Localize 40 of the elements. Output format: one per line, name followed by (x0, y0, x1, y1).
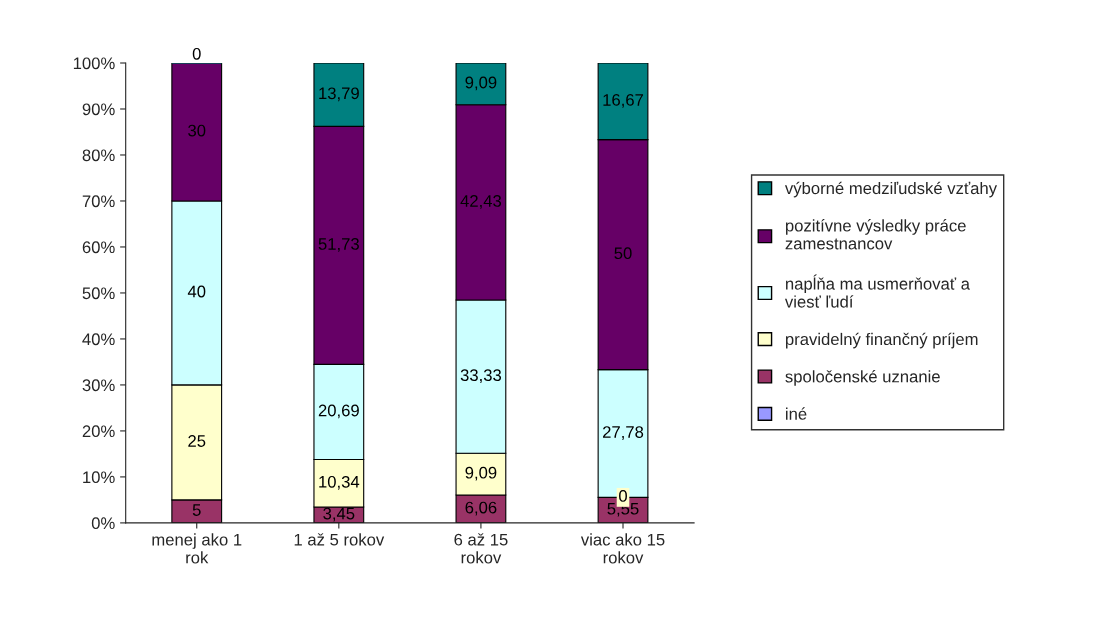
y-tick-label: 90% (82, 103, 115, 116)
data-label: 40 (187, 285, 206, 298)
legend-label: pravidelný finančný príjem (785, 332, 978, 349)
data-label: 9,09 (465, 76, 497, 91)
y-tick-label: 40% (82, 333, 115, 346)
x-tick-label: viac ako 15 rokov (580, 533, 665, 564)
data-label: 0 (192, 47, 201, 60)
data-label: 51,73 (318, 238, 359, 252)
data-label: 20,69 (318, 404, 359, 419)
data-label: 9,09 (465, 466, 497, 481)
data-label: 42,43 (460, 195, 502, 209)
y-tick-label: 60% (82, 241, 115, 254)
x-tick-label: 1 až 5 rokov (294, 533, 385, 546)
y-tick-label: 80% (82, 149, 115, 162)
legend-label: pozitívne výsledky práce zamestnancov (785, 219, 966, 250)
y-tick-label: 0% (91, 517, 115, 530)
y-tick-label: 10% (83, 471, 115, 484)
y-tick-label: 20% (82, 425, 115, 438)
data-label: 16,67 (603, 94, 644, 108)
data-label: 0 (619, 490, 627, 502)
y-tick-label: 70% (82, 195, 115, 208)
data-label: 10,34 (319, 475, 360, 490)
y-tick-label: 100% (73, 57, 115, 70)
x-tick-label: 6 až 15 rokov (454, 533, 508, 564)
y-tick-label: 50% (82, 287, 115, 300)
data-label: 33,33 (460, 369, 502, 384)
legend-label: iné (786, 407, 807, 420)
legend-label: napĺňa ma usmerňovať a viesť ľudí (784, 274, 970, 308)
legend-label: výborné medziľudské vzťahy (784, 181, 998, 198)
data-label: 3,45 (323, 507, 355, 522)
data-label: 30 (188, 124, 206, 137)
x-tick-label: menej ako 1 rok (152, 533, 242, 564)
data-label: 27,78 (603, 426, 644, 440)
legend-label: spoločenské uznanie (785, 370, 940, 386)
y-tick-label: 30% (82, 379, 115, 392)
data-label: 25 (188, 435, 206, 447)
data-label: 5 (192, 504, 201, 516)
data-label: 50 (614, 247, 632, 260)
data-label: 6,06 (465, 501, 497, 516)
data-label: 13,79 (319, 87, 359, 102)
